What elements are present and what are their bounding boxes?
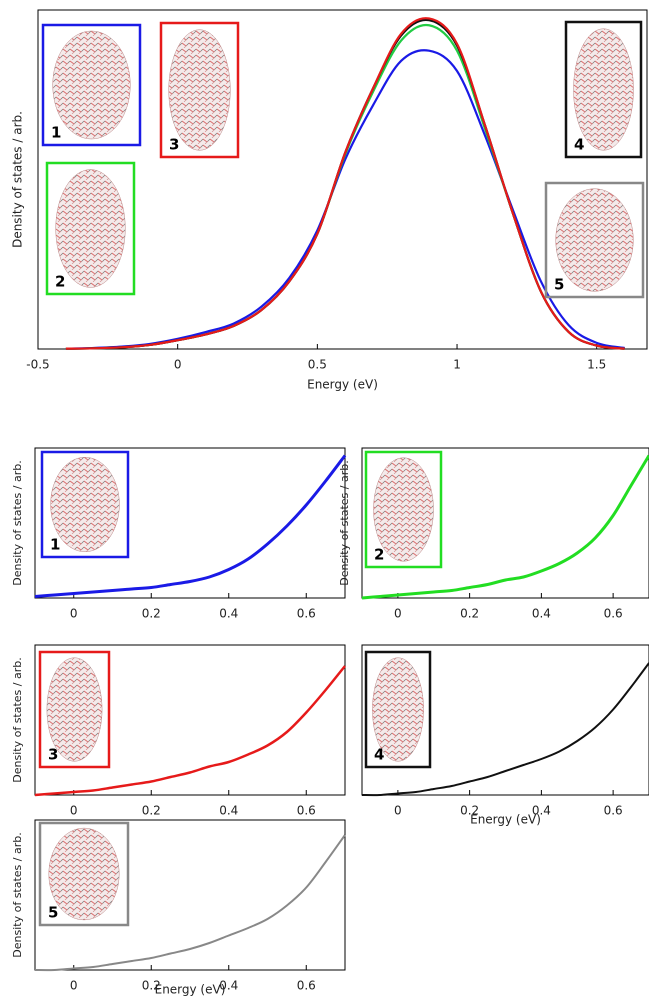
plot-frame (34, 644, 346, 796)
x-axis-label: Energy (eV) (307, 378, 378, 392)
x-tick-label: 0.4 (219, 979, 238, 993)
nanoparticle (372, 657, 424, 762)
x-tick-label: 0.5 (308, 358, 327, 372)
x-tick-label: 0 (70, 804, 78, 818)
x-tick-label: 0.6 (297, 979, 316, 993)
y-axis-label: Density of states / arb. (11, 111, 25, 248)
inset-frame (45, 161, 136, 296)
curve (65, 49, 625, 350)
x-axis-label: Energy (eV) (470, 813, 541, 827)
inset-frame (544, 181, 645, 299)
x-tick-label: 0 (70, 607, 78, 621)
y-axis-label: Density of states / arb. (11, 657, 24, 782)
nanoparticle (55, 169, 126, 288)
inset-frame (159, 21, 240, 159)
inset-label: 1 (50, 536, 60, 554)
x-tick-label: 0.6 (604, 607, 623, 621)
nanoparticle (573, 28, 634, 151)
x-tick-label: 0.4 (219, 607, 238, 621)
x-tick-label: 0 (394, 607, 402, 621)
inset-frame (364, 650, 432, 769)
inset-frame (41, 23, 142, 147)
y-axis-label: Density of states / arb. (11, 460, 24, 585)
inset-label: 3 (48, 746, 58, 764)
curve (361, 662, 649, 797)
curve (361, 454, 649, 600)
nanoparticle (168, 29, 231, 151)
curve (65, 17, 625, 350)
x-tick-label: 0.6 (297, 607, 316, 621)
inset-label: 1 (51, 124, 61, 142)
x-tick-label: 0.2 (460, 804, 479, 818)
y-axis-label: Density of states / arb. (338, 460, 351, 585)
x-tick-label: 1 (453, 358, 461, 372)
inset-label: 2 (55, 273, 65, 291)
x-tick-label: 0 (174, 358, 182, 372)
inset-frame (364, 450, 443, 569)
inset-frame (564, 20, 643, 159)
x-tick-label: -0.5 (26, 358, 49, 372)
x-tick-label: 0.2 (142, 607, 161, 621)
plot-frame (34, 819, 346, 971)
x-axis-label: Energy (eV) (155, 983, 226, 997)
x-tick-label: 0 (70, 979, 78, 993)
plot-frame (361, 644, 649, 796)
nanoparticle (46, 657, 103, 762)
nanoparticle (555, 188, 634, 292)
inset-label: 5 (554, 276, 564, 294)
plot-frame (37, 9, 648, 350)
y-axis-label: Density of states / arb. (11, 832, 24, 957)
x-tick-label: 0.4 (532, 804, 551, 818)
curve (34, 665, 346, 797)
nanoparticle (373, 457, 434, 562)
x-tick-label: 0.2 (460, 607, 479, 621)
x-tick-label: 0.4 (532, 607, 551, 621)
inset-label: 4 (374, 746, 384, 764)
x-tick-label: 0.4 (219, 804, 238, 818)
curve (65, 23, 625, 350)
x-tick-label: 0.6 (604, 804, 623, 818)
inset-label: 3 (169, 136, 179, 154)
nanoparticle (48, 827, 120, 921)
x-tick-label: 0.2 (142, 804, 161, 818)
curve (34, 454, 347, 598)
inset-label: 2 (374, 546, 384, 564)
inset-frame (38, 821, 130, 927)
inset-label: 5 (48, 904, 58, 922)
curve (65, 18, 625, 350)
inset-label: 4 (574, 136, 584, 154)
x-tick-label: 0.2 (142, 979, 161, 993)
inset-frame (40, 450, 130, 559)
plot-frame (34, 447, 346, 599)
curve (34, 834, 346, 972)
x-tick-label: 0.6 (297, 804, 316, 818)
plot-frame (361, 447, 649, 599)
inset-frame (38, 650, 111, 769)
nanoparticle (50, 457, 120, 552)
x-tick-label: 1.5 (587, 358, 606, 372)
x-tick-label: 0 (394, 804, 402, 818)
nanoparticle (52, 30, 131, 140)
